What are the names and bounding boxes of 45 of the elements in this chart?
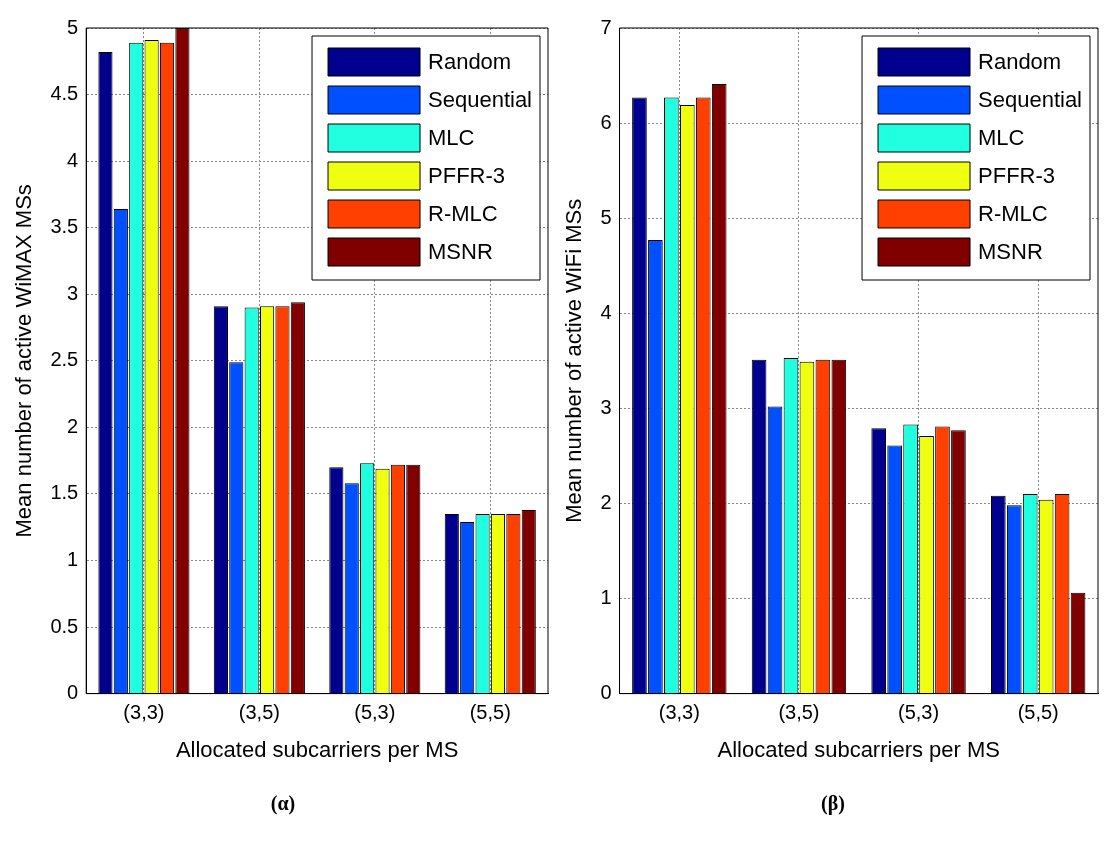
y-tick-label: 5 bbox=[600, 205, 612, 228]
x-tick-label: (3,3) bbox=[123, 701, 165, 724]
y-tick-label: 1.5 bbox=[50, 481, 79, 504]
text: (β) bbox=[821, 792, 845, 815]
legend-label: MLC bbox=[428, 125, 475, 151]
y-tick-label: 2.5 bbox=[50, 348, 79, 371]
x-tick-label: (3,5) bbox=[778, 701, 820, 724]
y-tick-label: 0 bbox=[600, 681, 612, 704]
y-tick-label: 1 bbox=[67, 548, 79, 570]
legend-label: R-MLC bbox=[428, 201, 498, 227]
y-tick-label: 3.5 bbox=[50, 215, 79, 238]
legend-label: Sequential bbox=[978, 87, 1083, 113]
legend-label: Random bbox=[978, 49, 1062, 75]
y-tick-label: 4 bbox=[67, 148, 79, 171]
legend-label: PFFR-3 bbox=[978, 163, 1056, 189]
text: (α) bbox=[270, 792, 296, 815]
x-tick-label: (5,3) bbox=[898, 701, 940, 724]
y-tick-label: 3 bbox=[600, 395, 612, 418]
legend-label: Sequential bbox=[428, 87, 533, 113]
y-tick-label: 2 bbox=[67, 414, 79, 437]
y-tick-label: 4 bbox=[600, 300, 612, 323]
legend-label: PFFR-3 bbox=[428, 163, 506, 189]
y-tick-label: 7 bbox=[600, 15, 612, 38]
legend-label: MSNR bbox=[428, 239, 493, 265]
y-tick-label: 1 bbox=[600, 586, 612, 609]
x-tick-label: (5,5) bbox=[469, 701, 511, 724]
y-tick-label: 5 bbox=[67, 15, 79, 38]
y-axis-title: Mean number of active WiFi MSs bbox=[561, 198, 587, 523]
x-tick-label: (5,3) bbox=[354, 701, 396, 724]
x-axis-title: Allocated subcarriers per MS bbox=[175, 736, 459, 762]
y-tick-label: 2 bbox=[600, 490, 612, 513]
legend-label: Random bbox=[428, 49, 512, 75]
x-tick-label: (5,5) bbox=[1017, 701, 1059, 724]
x-tick-label: (3,3) bbox=[658, 701, 700, 724]
y-tick-label: 0 bbox=[67, 681, 79, 704]
x-tick-label: (3,5) bbox=[238, 701, 280, 724]
x-axis-title: Allocated subcarriers per MS bbox=[717, 736, 1000, 762]
y-axis-title: Mean number of active WiMAX MSs bbox=[11, 184, 37, 538]
y-tick-label: 4.5 bbox=[50, 82, 79, 105]
y-tick-label: 6 bbox=[600, 110, 612, 133]
legend-label: R-MLC bbox=[978, 201, 1048, 227]
y-tick-label: 3 bbox=[67, 281, 79, 304]
y-tick-label: 0.5 bbox=[50, 614, 79, 637]
legend-label: MLC bbox=[978, 125, 1025, 151]
legend-label: MSNR bbox=[978, 239, 1043, 265]
